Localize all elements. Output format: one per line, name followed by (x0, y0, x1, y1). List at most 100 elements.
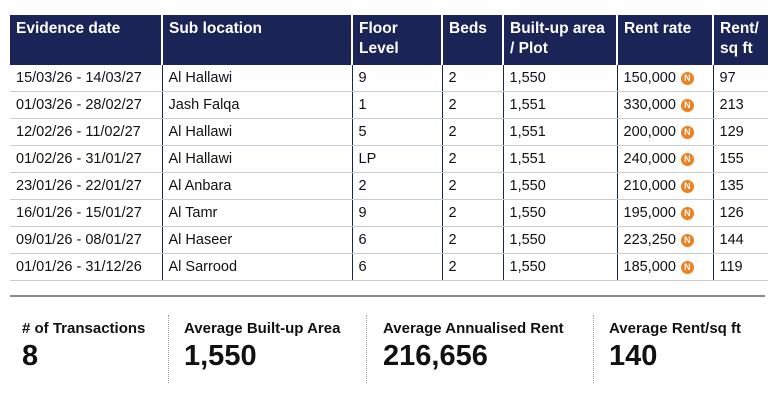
cell-rent-rate: 240,000 N (617, 145, 714, 173)
cell-floor-level-text: 2 (358, 178, 367, 194)
table-row[interactable]: 01/03/26 - 28/02/27 Jash Falqa 1 2 1,551 330,… (10, 91, 768, 119)
stat-label: # of Transactions (22, 320, 146, 337)
cell-rent-rate: 195,000 N (617, 199, 714, 227)
stat-value: 140 (609, 340, 658, 372)
cell-floor-level-text: 6 (358, 232, 367, 248)
stat-transactions: # of Transactions 8 (22, 320, 145, 373)
stat-avg-rent-per-sqft: Average Rent/sq ft 140 (609, 320, 741, 373)
cell-evidence-date: 09/01/26 - 08/01/27 (10, 226, 163, 254)
currency-coin-icon: N (680, 180, 694, 193)
cell-floor-level: 9 (352, 199, 443, 227)
currency-coin-icon: N (680, 261, 694, 274)
cell-rent-per-sqft: 97 (713, 65, 768, 92)
cell-sub-location: Al Hallawi (162, 145, 353, 173)
cell-built-up-area-text: 1,551 (509, 124, 546, 140)
cell-beds-text: 2 (448, 205, 457, 221)
section-divider (10, 295, 765, 297)
stat-label: Average Annualised Rent (383, 320, 564, 337)
cell-rent-per-sqft: 135 (713, 172, 768, 200)
table-row[interactable]: 15/03/26 - 14/03/27 Al Hallawi 9 2 1,550 150,… (10, 65, 768, 92)
stat-value: 216,656 (383, 340, 488, 372)
cell-rent-rate-text: 150,000 (623, 70, 676, 86)
cell-rent-per-sqft: 213 (713, 91, 768, 119)
currency-coin-icon: N (680, 207, 694, 220)
header-rent-per-sqft[interactable]: Rent/ sq ft (713, 15, 768, 65)
header-sub-location[interactable]: Sub location (162, 15, 353, 65)
table-row[interactable]: 01/02/26 - 31/01/27 Al Hallawi LP 2 1,551 240… (10, 145, 768, 173)
currency-coin-icon: N (680, 99, 694, 112)
cell-beds-text: 2 (448, 232, 457, 248)
cell-rent-per-sqft: 155 (713, 145, 768, 173)
cell-rent-per-sqft-text: 97 (719, 70, 736, 86)
cell-evidence-date-text: 16/01/26 - 15/01/27 (16, 205, 142, 221)
cell-sub-location: Al Hallawi (162, 118, 353, 146)
rental-evidence-table: Evidence date Sub location Floor Level B… (10, 15, 768, 281)
cell-floor-level-text: 9 (358, 70, 367, 86)
cell-evidence-date: 23/01/26 - 22/01/27 (10, 172, 163, 200)
table-body: 15/03/26 - 14/03/27 Al Hallawi 9 2 1,550 150,… (10, 65, 768, 281)
cell-beds: 2 (442, 199, 504, 227)
table-row[interactable]: 01/01/26 - 31/12/26 Al Sarrood 6 2 1,550 185,… (10, 253, 768, 281)
cell-rent-rate: 223,250 N (617, 226, 714, 254)
header-floor-level[interactable]: Floor Level (352, 15, 443, 65)
header-built-up-area[interactable]: Built-up area / Plot (503, 15, 618, 65)
cell-rent-rate-text: 195,000 (623, 205, 676, 221)
cell-beds-text: 2 (448, 151, 457, 167)
cell-rent-per-sqft: 129 (713, 118, 768, 146)
header-evidence-date[interactable]: Evidence date (10, 15, 163, 65)
cell-rent-per-sqft-text: 144 (719, 232, 744, 248)
cell-rent-per-sqft-text: 135 (719, 178, 744, 194)
cell-built-up-area: 1,551 (503, 91, 618, 119)
cell-evidence-date: 15/03/26 - 14/03/27 (10, 65, 163, 92)
cell-floor-level: LP (352, 145, 443, 173)
cell-sub-location-text: Al Anbara (168, 178, 232, 194)
cell-rent-per-sqft: 144 (713, 226, 768, 254)
cell-sub-location: Al Sarrood (162, 253, 353, 281)
cell-evidence-date-text: 01/02/26 - 31/01/27 (16, 151, 142, 167)
cell-built-up-area: 1,550 (503, 65, 618, 92)
cell-rent-per-sqft: 126 (713, 199, 768, 227)
cell-built-up-area: 1,550 (503, 253, 618, 281)
cell-beds-text: 2 (448, 259, 457, 275)
cell-built-up-area: 1,550 (503, 172, 618, 200)
cell-rent-per-sqft: 119 (713, 253, 768, 281)
cell-floor-level: 2 (352, 172, 443, 200)
table-row[interactable]: 23/01/26 - 22/01/27 Al Anbara 2 2 1,550 210,0… (10, 172, 768, 200)
stat-label: Average Built-up Area (184, 320, 341, 337)
cell-evidence-date-text: 23/01/26 - 22/01/27 (16, 178, 142, 194)
cell-rent-rate-text: 240,000 (623, 151, 676, 167)
cell-rent-rate: 200,000 N (617, 118, 714, 146)
stat-label: Average Rent/sq ft (609, 320, 741, 337)
header-rent-rate[interactable]: Rent rate (617, 15, 714, 65)
cell-beds: 2 (442, 253, 504, 281)
cell-beds-text: 2 (448, 97, 457, 113)
table-row[interactable]: 16/01/26 - 15/01/27 Al Tamr 9 2 1,550 195,000… (10, 199, 768, 227)
header-beds[interactable]: Beds (442, 15, 504, 65)
cell-rent-per-sqft-text: 155 (719, 151, 744, 167)
cell-rent-rate: 185,000 N (617, 253, 714, 281)
currency-coin-icon: N (680, 234, 694, 247)
cell-floor-level: 1 (352, 91, 443, 119)
cell-evidence-date: 12/02/26 - 11/02/27 (10, 118, 163, 146)
cell-built-up-area-text: 1,550 (509, 232, 546, 248)
cell-beds-text: 2 (448, 124, 457, 140)
cell-beds: 2 (442, 172, 504, 200)
cell-sub-location-text: Al Hallawi (168, 151, 233, 167)
cell-floor-level-text: 5 (358, 124, 367, 140)
cell-rent-rate: 330,000 N (617, 91, 714, 119)
cell-sub-location-text: Al Haseer (168, 232, 233, 248)
cell-evidence-date-text: 15/03/26 - 14/03/27 (16, 70, 142, 86)
cell-sub-location-text: Al Hallawi (168, 70, 233, 86)
cell-floor-level-text: 1 (358, 97, 367, 113)
table-row[interactable]: 09/01/26 - 08/01/27 Al Haseer 6 2 1,550 223,2… (10, 226, 768, 254)
table-row[interactable]: 12/02/26 - 11/02/27 Al Hallawi 5 2 1,551 200,… (10, 118, 768, 146)
cell-built-up-area-text: 1,550 (509, 205, 546, 221)
cell-beds-text: 2 (448, 178, 457, 194)
cell-evidence-date: 01/01/26 - 31/12/26 (10, 253, 163, 281)
cell-rent-per-sqft-text: 129 (719, 124, 744, 140)
cell-built-up-area: 1,551 (503, 118, 618, 146)
stat-value: 8 (22, 340, 39, 372)
cell-sub-location-text: Al Tamr (168, 205, 218, 221)
cell-sub-location-text: Al Hallawi (168, 124, 233, 140)
currency-coin-icon: N (680, 153, 694, 166)
